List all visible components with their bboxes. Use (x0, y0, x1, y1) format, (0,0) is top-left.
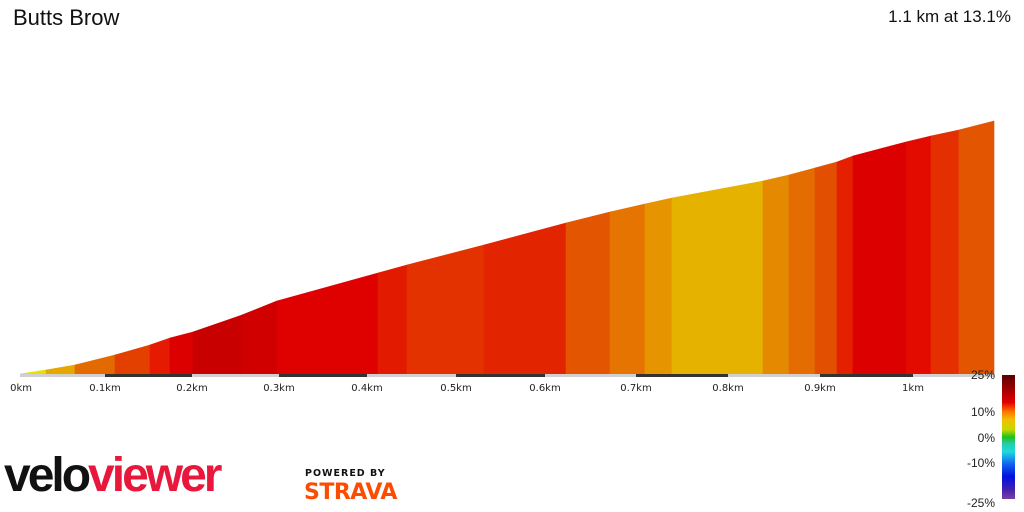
distance-band (456, 374, 545, 377)
profile-segment (644, 197, 673, 375)
profile-segment (377, 264, 408, 375)
distance-band (367, 374, 456, 377)
profile-segment (836, 155, 854, 375)
segment-summary: 1.1 km at 13.1% (888, 7, 1011, 26)
profile-segment (169, 331, 194, 375)
x-tick-label: 0.4km (351, 383, 383, 394)
powered-by-label: POWERED BY (305, 468, 386, 479)
distance-band (192, 374, 279, 377)
legend-label-minus10: -10% (966, 456, 995, 470)
distance-band (279, 374, 367, 377)
profile-segment (762, 174, 790, 375)
profile-segment (19, 369, 47, 375)
profile-segment (406, 244, 485, 375)
profile-segment (609, 203, 646, 375)
distance-band (20, 374, 105, 377)
x-tick-label: 0.6km (529, 383, 561, 394)
x-tick-label: 0.9km (804, 383, 836, 394)
profile-segment (852, 141, 907, 375)
legend-label-0: 0% (977, 431, 995, 445)
logo-viewer: viewer (88, 449, 222, 502)
legend-label-10: 10% (970, 405, 995, 419)
profile-segment (565, 211, 611, 375)
x-tick-label: 0.8km (712, 383, 744, 394)
x-tick-label: 0.7km (620, 383, 652, 394)
x-tick-label: 0.3km (263, 383, 295, 394)
profile-segment (45, 364, 76, 375)
profile-segment (930, 129, 960, 375)
distance-band (105, 374, 192, 377)
profile-segment (958, 120, 995, 375)
distance-band (913, 374, 994, 377)
x-tick-label: 1km (902, 383, 924, 394)
profile-segment (192, 314, 243, 375)
strava-logo: STRAVA (304, 480, 397, 505)
profile-segment (671, 180, 764, 375)
profile-segment (74, 354, 116, 375)
distance-band (728, 374, 820, 377)
distance-band (820, 374, 913, 377)
x-tick-label: 0.1km (89, 383, 121, 394)
legend-label-max: 25% (970, 368, 995, 382)
profile-segment (149, 337, 171, 375)
profile-segment (788, 167, 816, 375)
x-tick-label: 0km (10, 383, 33, 394)
profile-segment (483, 222, 567, 375)
profile-segment (814, 161, 838, 375)
veloviewer-logo: veloviewer (4, 448, 222, 504)
profile-segment (241, 300, 278, 375)
distance-band (636, 374, 728, 377)
logo-velo: velo (4, 449, 91, 502)
profile-segment (276, 272, 379, 375)
elevation-profile-chart (19, 120, 995, 377)
distance-band (545, 374, 636, 377)
x-tick-label: 0.5km (440, 383, 472, 394)
gradient-color-scale (1002, 375, 1015, 499)
segment-title: Butts Brow (13, 5, 120, 30)
x-tick-label: 0.2km (176, 383, 208, 394)
legend-label-min: -25% (966, 496, 995, 510)
profile-segment (114, 344, 151, 375)
profile-segment (905, 135, 932, 375)
